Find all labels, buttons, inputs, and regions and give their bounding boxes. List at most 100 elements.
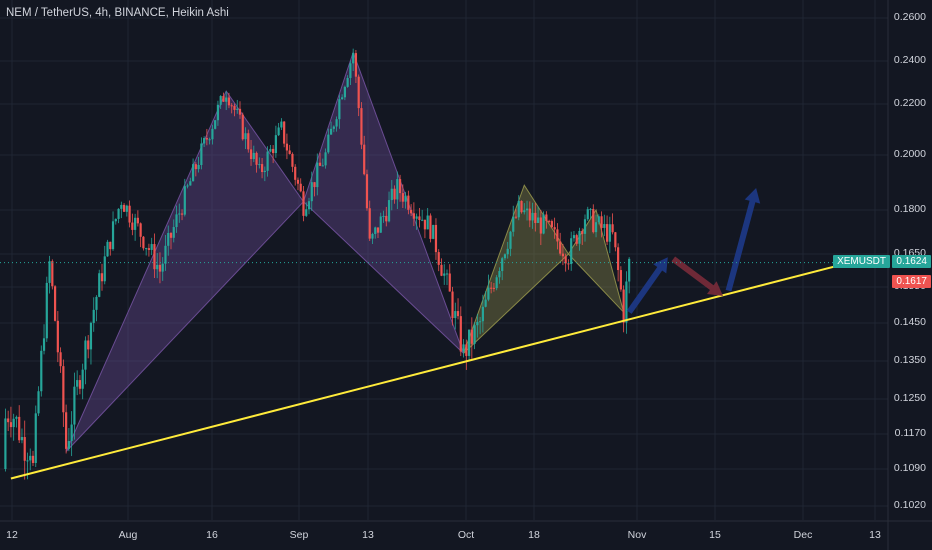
candle-body [208, 139, 211, 141]
candle-body [490, 287, 493, 289]
candle-body [310, 182, 313, 202]
price-tick-label: 0.2600 [893, 11, 926, 23]
candle-body [109, 241, 112, 250]
candle-body [570, 238, 573, 265]
candle-body [285, 143, 289, 151]
candle-body [564, 256, 567, 264]
candle-body [525, 208, 529, 211]
candle-body [581, 230, 584, 234]
candle-body [382, 215, 385, 217]
price-tick-label: 0.1250 [893, 392, 926, 404]
candle-body [523, 210, 526, 213]
candle-body [62, 366, 65, 413]
candle-body [603, 224, 606, 228]
candle-body [81, 369, 84, 389]
candle-body [393, 188, 396, 200]
candle-body [550, 221, 553, 228]
candle-body [194, 164, 197, 170]
candle-body [180, 213, 184, 215]
candle-body [244, 133, 247, 140]
candle-body [332, 126, 335, 129]
candle-body [294, 166, 297, 180]
symbol-badge: XEMUSDT [833, 255, 890, 268]
projection-arrow-red [671, 256, 723, 296]
candle-body [150, 244, 153, 250]
candle-body [191, 164, 195, 182]
time-tick-label: Sep [289, 529, 309, 541]
candle-body [454, 311, 457, 319]
candle-body [98, 273, 101, 297]
candle-body [183, 186, 186, 215]
candle-body [247, 133, 250, 150]
candle-body [357, 76, 360, 109]
candle-body [313, 182, 316, 188]
candle-body [329, 128, 333, 135]
candle-body [368, 208, 371, 239]
time-tick-label: Oct [457, 529, 475, 541]
price-tick-label: 0.2200 [893, 97, 926, 109]
candle-body [122, 204, 126, 212]
candle-body [498, 271, 501, 278]
candle-body [263, 170, 266, 173]
symbol-price-value: 0.1624 [896, 256, 927, 267]
candle-body [600, 216, 603, 228]
candle-body [611, 224, 614, 233]
candle-body [398, 179, 402, 194]
candle-body [307, 201, 311, 210]
candle-body [432, 224, 435, 239]
candle-body [536, 217, 540, 223]
candle-body [376, 227, 380, 233]
candle-body [87, 340, 90, 350]
candle-body [628, 258, 631, 282]
price-tick-label: 0.1800 [893, 203, 926, 215]
candle-body [415, 216, 418, 219]
candle-body [354, 53, 358, 77]
candle-body [252, 152, 255, 160]
candle-body [142, 236, 145, 249]
symbol-price-badge: 0.1624 [892, 255, 931, 268]
candle-body [4, 418, 7, 469]
candle-body [51, 261, 54, 287]
candle-body [614, 232, 617, 248]
candle-body [169, 232, 173, 238]
candle-body [321, 165, 324, 167]
candle-body [106, 241, 109, 257]
chart-title: NEM / TetherUS, 4h, BINANCE, Heikin Ashi [6, 7, 229, 19]
candle-body [622, 289, 625, 323]
time-tick-label: Dec [793, 529, 813, 541]
candle-body [542, 214, 545, 234]
candle-body [597, 216, 600, 223]
candle-body [70, 424, 73, 442]
candle-body [89, 322, 93, 350]
candle-body [145, 248, 148, 250]
candle-body [260, 164, 264, 173]
candle-body [67, 441, 70, 449]
candle-body [59, 352, 62, 367]
candle-body [131, 222, 134, 230]
candle-body [567, 263, 570, 265]
candle-body [374, 227, 377, 234]
candle-body [575, 235, 578, 244]
candle-body [92, 309, 95, 323]
candle-body [103, 256, 106, 282]
candle-body [53, 286, 57, 321]
price-tick-label: 0.2000 [893, 148, 926, 160]
candle-body [363, 144, 366, 175]
candle-body [619, 270, 622, 290]
candle-body [272, 148, 275, 154]
time-tick-label: Aug [118, 529, 138, 541]
candle-body [211, 128, 214, 140]
candle-body [545, 214, 548, 221]
candle-body [421, 219, 424, 221]
candle-body [423, 219, 427, 230]
time-tick-label: Nov [627, 529, 647, 541]
time-tick-label: 12 [6, 529, 18, 541]
candle-body [531, 212, 534, 221]
candle-body [473, 325, 476, 344]
candle-body [200, 143, 203, 166]
candle-body [305, 209, 308, 216]
candle-body [578, 230, 581, 244]
time-tick-label: 13 [362, 529, 374, 541]
candle-body [443, 273, 446, 276]
